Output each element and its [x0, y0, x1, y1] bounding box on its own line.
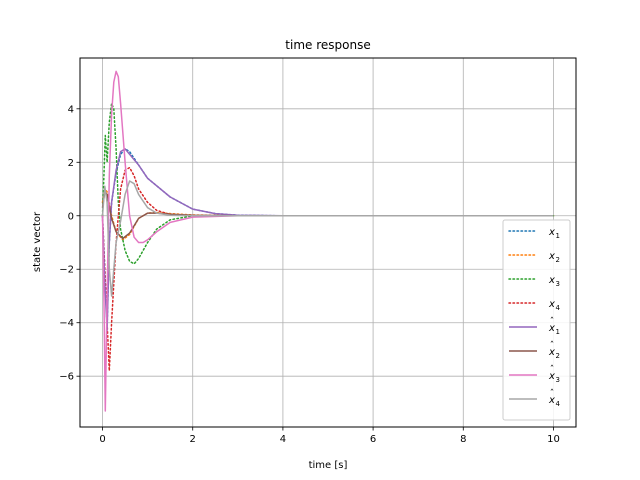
y-tick-label: 2	[68, 158, 74, 169]
y-tick-label: −4	[59, 318, 74, 329]
x-tick-label: 6	[370, 434, 376, 445]
plot-frame	[79, 57, 577, 428]
legend-label-5: x	[548, 323, 555, 334]
legend-label-6: x	[548, 347, 555, 358]
y-tick-label: 4	[68, 104, 74, 115]
series-lines	[101, 70, 555, 412]
legend-label-1: x	[548, 227, 555, 238]
series-line-8	[101, 180, 554, 297]
legend-subscript-3: 3	[556, 280, 560, 288]
chart-title: time response	[285, 38, 370, 52]
legend-subscript-6: 2	[556, 352, 560, 360]
series-line-4	[101, 166, 555, 372]
series-line-7	[101, 70, 554, 412]
legend-hat-6: ˆ	[550, 340, 555, 351]
legend-subscript-5: 1	[556, 328, 560, 336]
x-axis-label: time [s]	[309, 460, 348, 471]
y-axis-ticks: −6 −4 −2 0 2 4	[59, 104, 80, 383]
legend-box	[502, 219, 571, 421]
x-tick-label: 2	[190, 434, 196, 445]
x-axis-ticks: 0 2 4 6 8 10	[99, 427, 560, 445]
legend-label-2: x	[548, 251, 555, 262]
legend-subscript-4: 4	[556, 304, 561, 312]
legend-label-7: x	[548, 371, 555, 382]
x-tick-label: 0	[99, 434, 105, 445]
x-tick-label: 4	[280, 434, 286, 445]
legend-label-4: x	[548, 299, 555, 310]
legend-hat-8: ˆ	[550, 388, 555, 399]
y-tick-label: −6	[59, 372, 74, 383]
legend-subscript-1: 1	[556, 232, 560, 240]
legend-subscript-8: 4	[556, 400, 561, 408]
x-tick-label: 8	[460, 434, 466, 445]
x-tick-label: 10	[547, 434, 560, 445]
y-tick-label: 0	[68, 211, 74, 222]
legend: x 1x 2x 3x 4x 1ˆx 2ˆx 3ˆx 4ˆ	[502, 219, 571, 421]
y-axis-label: state vector	[32, 211, 43, 272]
y-tick-label: −2	[59, 265, 74, 276]
legend-subscript-7: 3	[556, 376, 560, 384]
legend-hat-5: ˆ	[550, 316, 555, 327]
legend-label-8: x	[548, 395, 555, 406]
series-line-3	[101, 102, 555, 265]
legend-label-3: x	[548, 275, 555, 286]
legend-hat-7: ˆ	[550, 364, 555, 375]
legend-subscript-2: 2	[556, 256, 560, 264]
